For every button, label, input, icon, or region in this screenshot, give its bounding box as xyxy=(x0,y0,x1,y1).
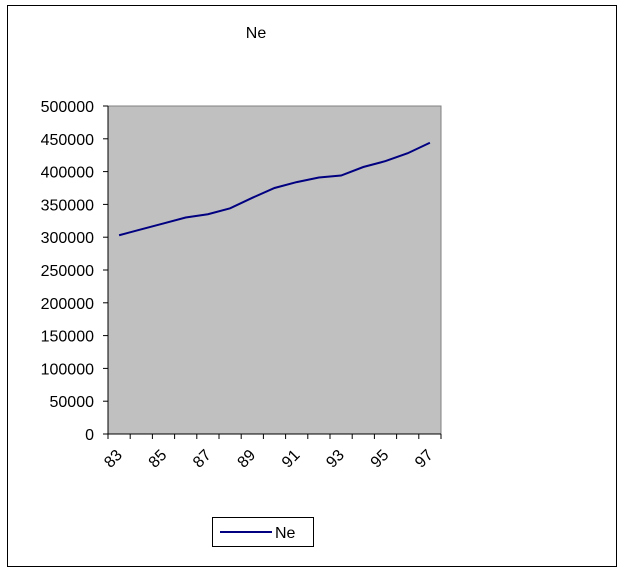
y-tick-label: 50000 xyxy=(50,394,95,411)
chart-title: Ne xyxy=(246,25,267,42)
y-tick-label: 250000 xyxy=(41,263,94,280)
y-tick-label: 300000 xyxy=(41,230,94,247)
line-series xyxy=(118,141,431,237)
y-tick-label: 500000 xyxy=(41,99,94,116)
plot-area xyxy=(107,105,442,435)
y-tick-label: 350000 xyxy=(41,197,94,214)
y-tick-label: 200000 xyxy=(41,296,94,313)
legend-label: Ne xyxy=(275,525,296,542)
y-tick-label: 0 xyxy=(85,427,94,444)
y-tick-label: 450000 xyxy=(41,132,94,149)
y-tick-label: 150000 xyxy=(41,329,94,346)
y-tick-label: 100000 xyxy=(41,361,94,378)
y-tick-label: 400000 xyxy=(41,165,94,182)
